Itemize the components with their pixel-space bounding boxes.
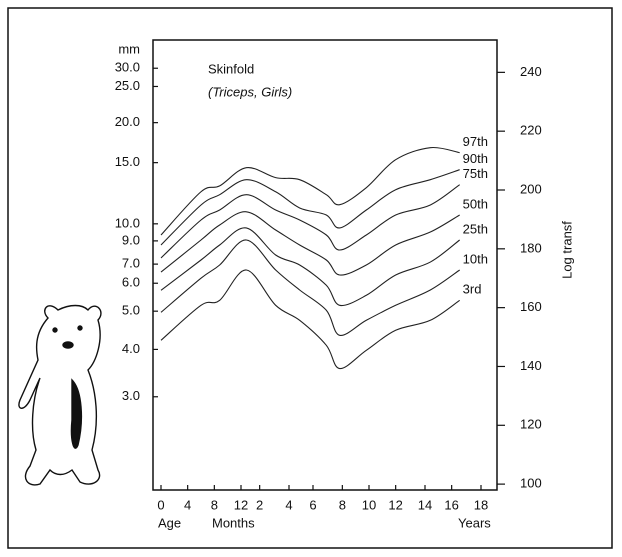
y2-axis-label: Log transf (559, 221, 574, 279)
bear-illustration (18, 304, 102, 486)
y2-tick-label: 220 (520, 123, 542, 138)
series-label: 90th (463, 151, 488, 166)
x-tick-label: 16 (444, 497, 458, 512)
y2-tick-label: 120 (520, 417, 542, 432)
percentile-curve (160, 211, 460, 276)
series-label: 25th (463, 221, 488, 236)
x-tick-label: 12 (388, 497, 402, 512)
x-tick-label: 8 (339, 497, 346, 512)
y2-tick-label: 100 (520, 476, 542, 491)
x-tick-label: 6 (309, 497, 316, 512)
outer-frame (7, 7, 613, 549)
y2-tick-label: 200 (520, 181, 542, 196)
x-tick-label: 10 (362, 497, 376, 512)
y-tick-label: 9.0 (122, 232, 140, 247)
y-tick-label: 15.0 (115, 154, 140, 169)
series-label: 97th (463, 134, 488, 149)
x-tick-label: 12 (234, 497, 248, 512)
y-axis-label: mm (118, 41, 140, 56)
y-tick-label: 10.0 (115, 215, 140, 230)
percentile-curve (160, 184, 460, 259)
series-label: 10th (463, 251, 488, 266)
y-tick-label: 25.0 (115, 78, 140, 93)
x-tick-label: 18 (474, 497, 488, 512)
series-label: 75th (463, 166, 488, 181)
chart-title: Skinfold (208, 61, 254, 76)
series-label: 50th (463, 196, 488, 211)
plot-frame (152, 39, 498, 491)
y2-tick-label: 180 (520, 240, 542, 255)
y2-tick-label: 160 (520, 299, 542, 314)
y-tick-label: 6.0 (122, 275, 140, 290)
x-axis-label: Age (158, 515, 181, 530)
percentile-curve (160, 169, 460, 246)
x-tick-label: 4 (184, 497, 191, 512)
x-tick-label: 4 (285, 497, 292, 512)
x-tick-label: 0 (157, 497, 164, 512)
chart-subtitle: (Triceps, Girls) (208, 84, 292, 99)
y-tick-label: 4.0 (122, 341, 140, 356)
y-tick-label: 20.0 (115, 114, 140, 129)
x-axis-label: Years (458, 515, 491, 530)
y-tick-label: 5.0 (122, 303, 140, 318)
x-tick-label: 14 (418, 497, 432, 512)
percentile-curve (160, 146, 460, 236)
x-tick-label: 8 (211, 497, 218, 512)
percentile-curve (160, 269, 460, 370)
y-tick-label: 30.0 (115, 60, 140, 75)
y2-tick-label: 240 (520, 64, 542, 79)
y-tick-label: 7.0 (122, 256, 140, 271)
x-tick-label: 2 (256, 497, 263, 512)
y-tick-label: 3.0 (122, 388, 140, 403)
percentile-curve (160, 239, 460, 336)
percentile-curve (160, 227, 460, 307)
x-axis-label: Months (212, 515, 255, 530)
series-label: 3rd (463, 282, 482, 297)
y2-tick-label: 140 (520, 358, 542, 373)
